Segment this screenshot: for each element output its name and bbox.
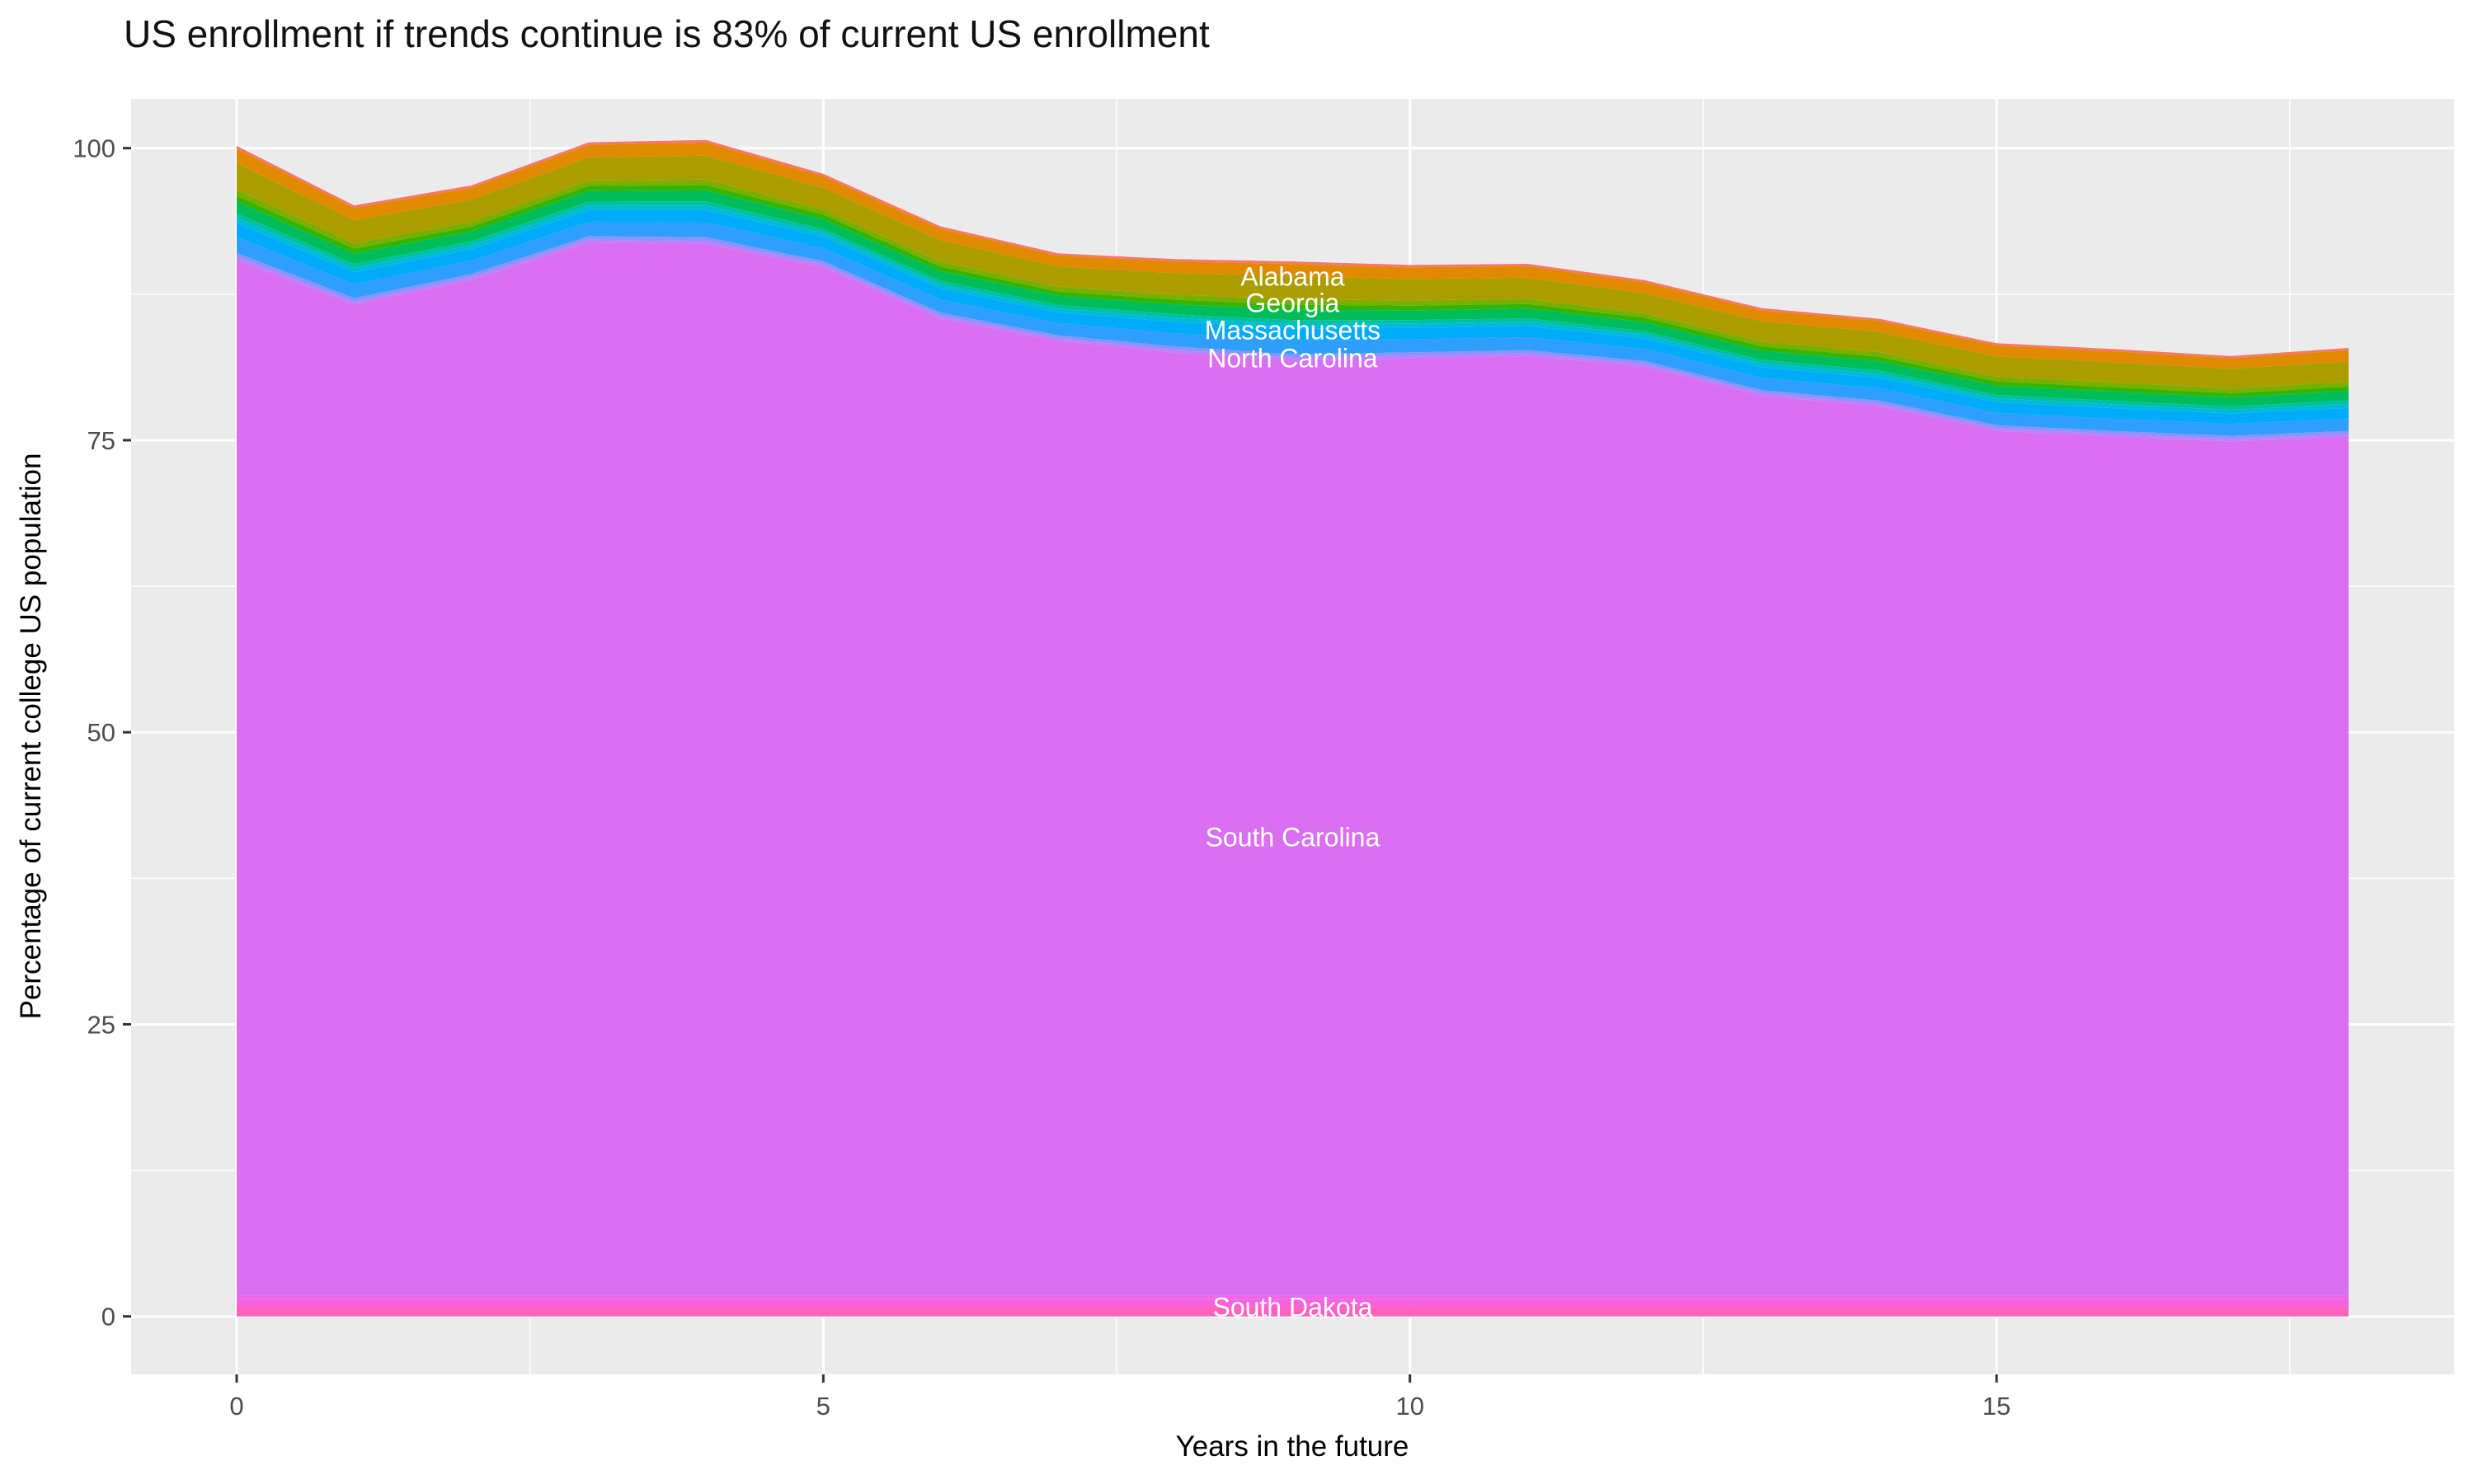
area-label-south-carolina: South Carolina (1205, 822, 1380, 852)
area-band-orchid-pink-band (237, 1295, 2349, 1300)
chart-title: US enrollment if trends continue is 83% … (124, 12, 1210, 55)
area-label-massachusetts: Massachusetts (1204, 315, 1381, 345)
y-tick-label: 75 (87, 426, 115, 455)
y-tick-label: 50 (87, 718, 115, 747)
area-label-georgia: Georgia (1245, 288, 1340, 318)
area-band-south-carolina-band (237, 242, 2349, 1296)
x-tick-label: 0 (229, 1392, 243, 1421)
x-axis-title: Years in the future (1175, 1430, 1409, 1463)
area-band-pink-band (237, 1299, 2349, 1308)
area-band-hot-pink-band (237, 1307, 2349, 1317)
x-tick-label: 15 (1982, 1392, 2011, 1421)
area-label-south-dakota: South Dakota (1212, 1292, 1373, 1322)
x-tick-label: 10 (1395, 1392, 1423, 1421)
y-tick-label: 100 (73, 134, 115, 163)
area-label-north-carolina: North Carolina (1207, 343, 1378, 373)
x-tick-label: 5 (816, 1392, 830, 1421)
area-band-olive-band (237, 155, 2349, 389)
y-tick-label: 0 (101, 1303, 115, 1331)
y-axis-title: Percentage of current college US populat… (15, 453, 47, 1020)
area-label-alabama: Alabama (1240, 261, 1345, 292)
y-tick-label: 25 (87, 1010, 115, 1039)
